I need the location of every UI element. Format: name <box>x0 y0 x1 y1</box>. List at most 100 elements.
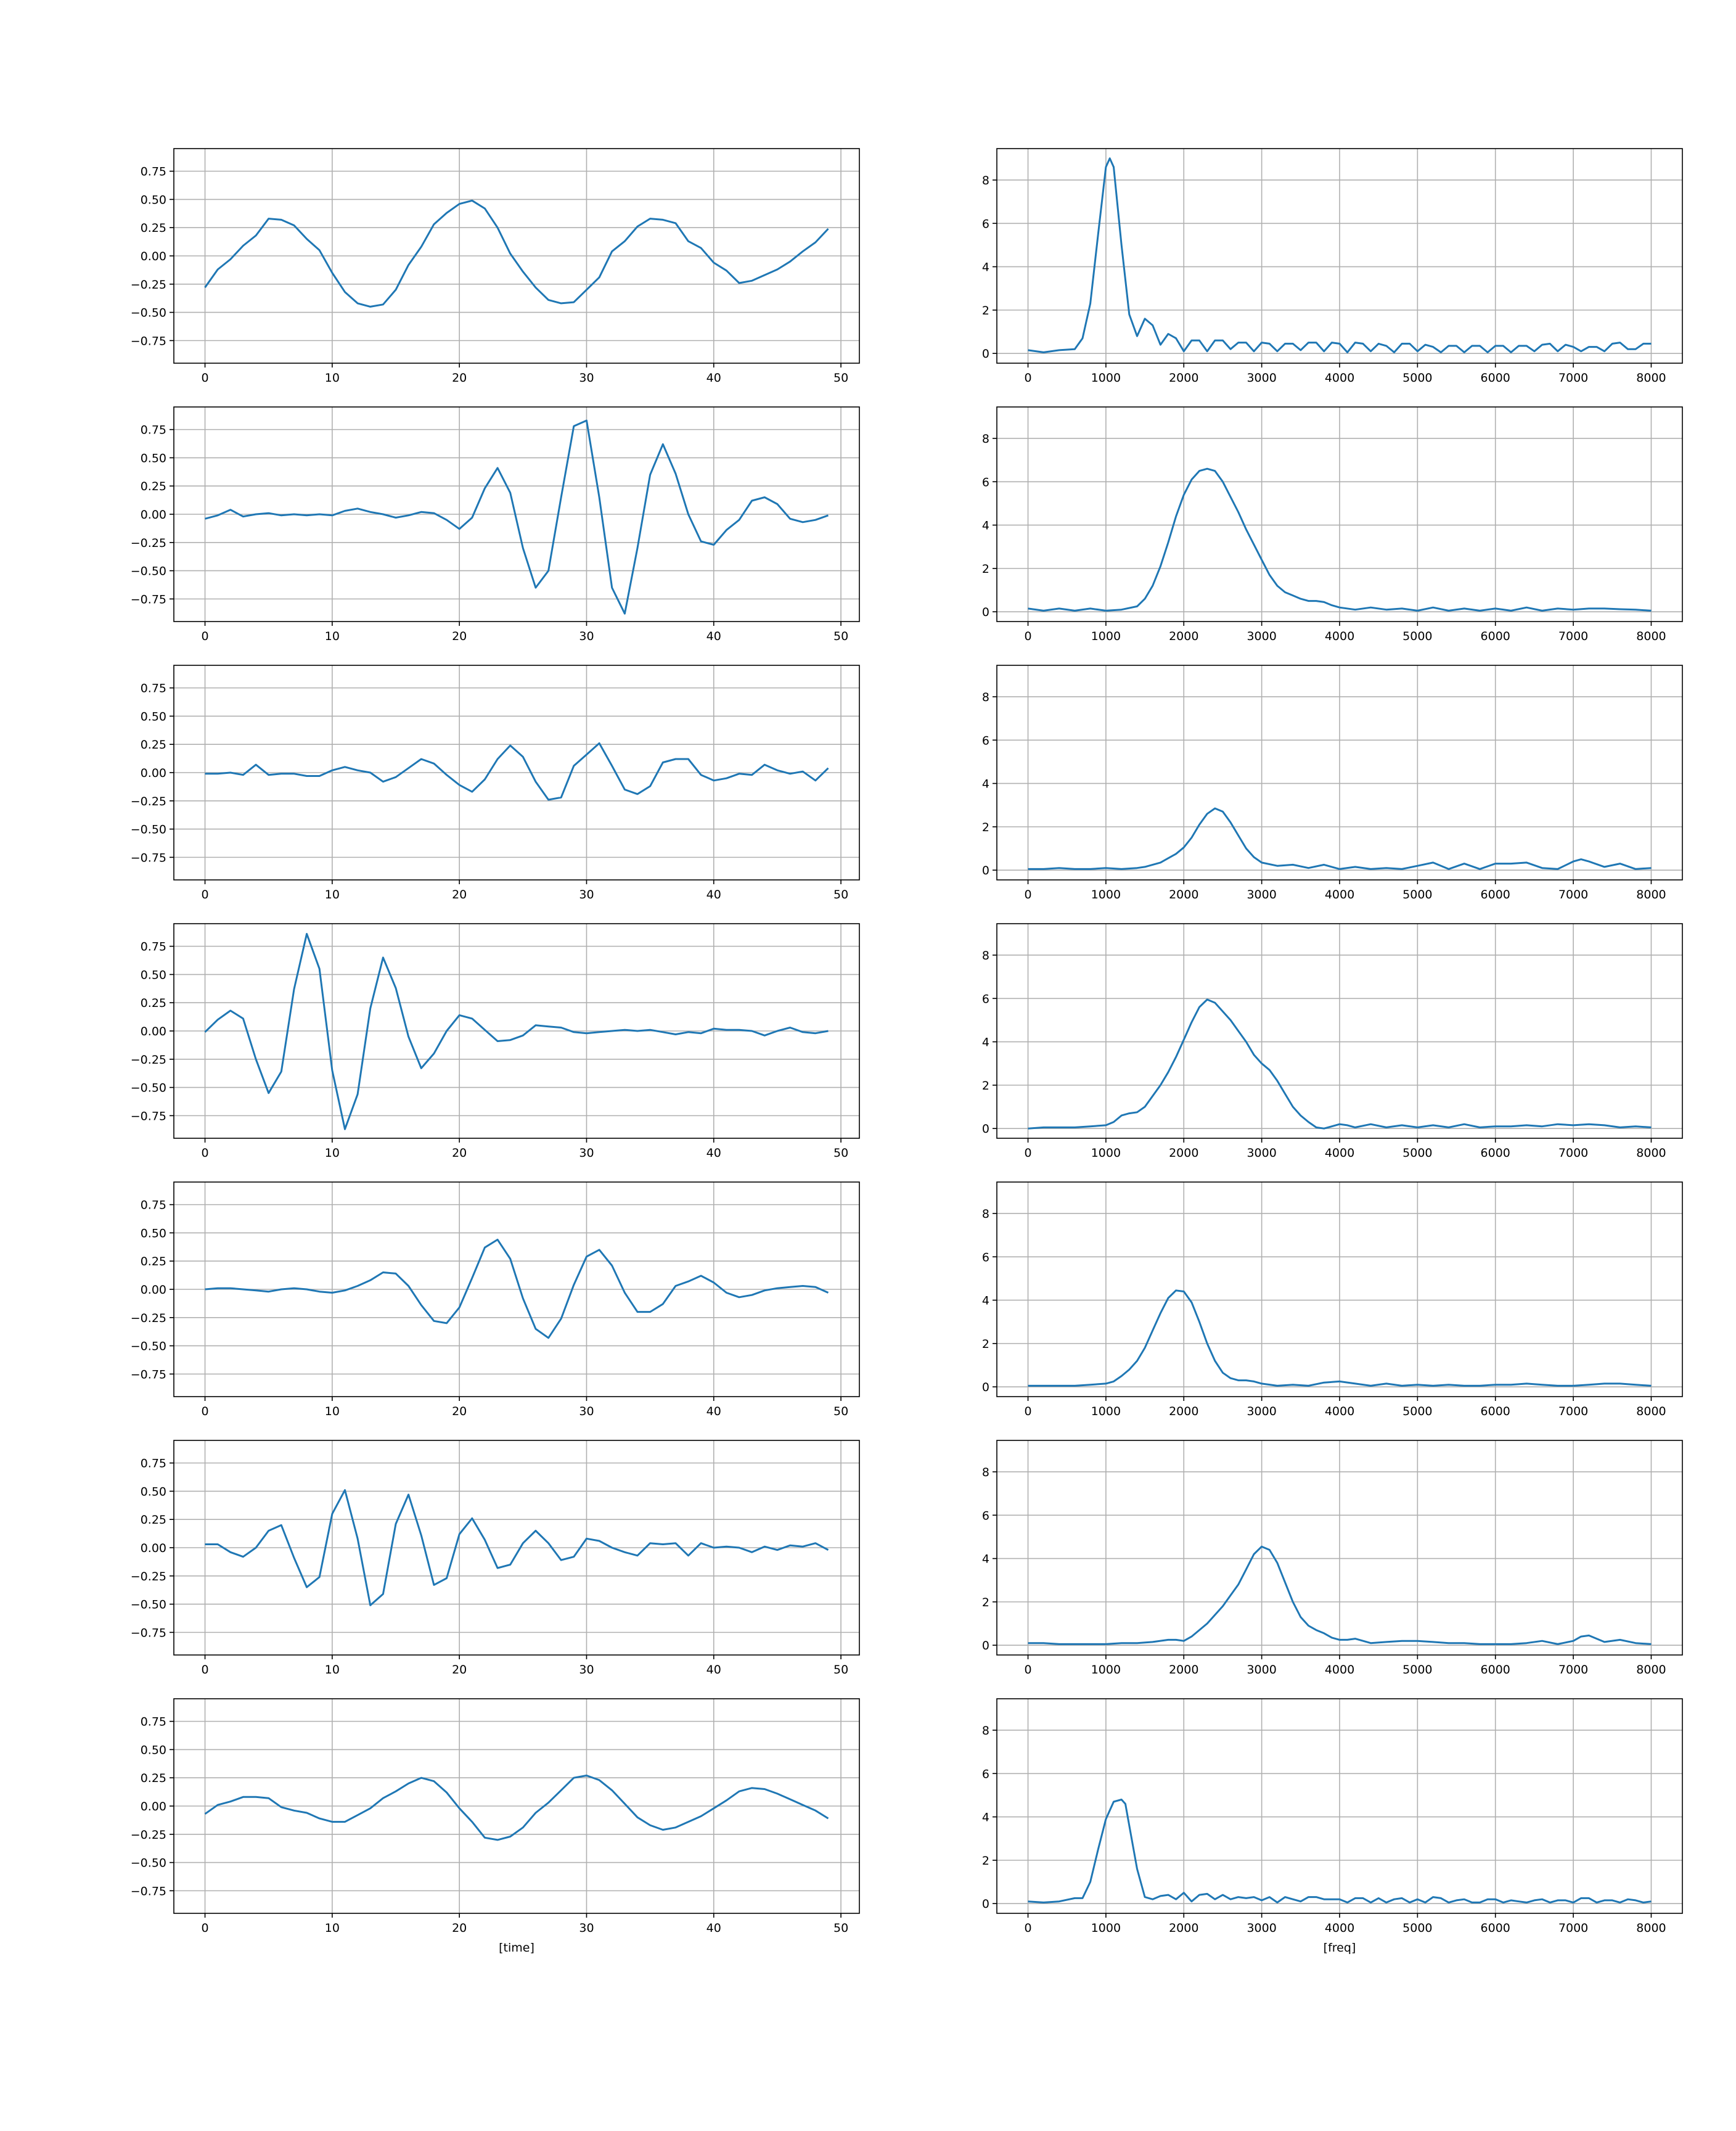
y-tick-label: −0.50 <box>131 1857 166 1870</box>
x-tick-label: 4000 <box>1325 371 1354 385</box>
x-tick-label: 8000 <box>1636 371 1666 385</box>
series-line <box>1028 1799 1652 1903</box>
y-tick-label: 0.50 <box>141 1743 166 1757</box>
x-tick-label: 20 <box>452 630 467 643</box>
x-tick-label: 10 <box>325 1146 340 1160</box>
x-tick-label: 8000 <box>1636 888 1666 901</box>
y-tick-label: 0.00 <box>141 1800 166 1813</box>
x-tick-label: 50 <box>833 1921 848 1935</box>
x-tick-label: 30 <box>579 1405 594 1418</box>
y-tick-label: 0.50 <box>141 193 166 207</box>
x-tick-label: 50 <box>833 1405 848 1418</box>
x-tick-label: 50 <box>833 371 848 385</box>
y-tick-label: 2 <box>982 821 989 834</box>
x-tick-label: 10 <box>325 371 340 385</box>
y-tick-label: 4 <box>982 1294 989 1308</box>
axes-frame <box>996 665 1683 881</box>
y-tick-label: 4 <box>982 1553 989 1566</box>
y-tick-label: 8 <box>982 1466 989 1479</box>
y-tick-label: 6 <box>982 992 989 1006</box>
series-line <box>1028 1289 1652 1387</box>
x-tick-label: 0 <box>201 1146 208 1160</box>
y-tick-label: 4 <box>982 1811 989 1825</box>
y-tick-label: 0.50 <box>141 710 166 723</box>
x-tick-label: 3000 <box>1247 1663 1276 1677</box>
x-tick-label: 30 <box>579 1663 594 1677</box>
x-tick-label: 3000 <box>1247 1921 1276 1935</box>
y-tick-label: 4 <box>982 261 989 274</box>
subplot-freq-7: 0 1000 2000 3000 4000 5000 6000 7000 8000 8 6 4 2 0 [f… <box>982 1698 1683 1955</box>
subplot-time-6: 0 10 20 30 40 50 0.75 0.50 0.25 0.00 −0.25 −0.50 −0.… <box>131 1440 860 1677</box>
series-line <box>1028 467 1652 612</box>
x-tick-label: 10 <box>325 1921 340 1935</box>
subplot-freq-2: 0 1000 2000 3000 4000 5000 6000 7000 8000 8 6 4 2 0 <box>982 406 1683 643</box>
y-tick-label: −0.75 <box>131 593 166 606</box>
x-tick-label: 4000 <box>1325 1663 1354 1677</box>
x-tick-label: 50 <box>833 1663 848 1677</box>
x-tick-label: 8000 <box>1636 1405 1666 1418</box>
x-tick-label: 5000 <box>1402 1663 1432 1677</box>
x-axis-label: [time] <box>499 1941 534 1955</box>
subplot-time-7: 0 10 20 30 40 50 0.75 0.50 0.25 0.00 −0.25 −0.50 −0.… <box>131 1698 860 1955</box>
axes-frame <box>996 1698 1683 1914</box>
x-tick-label: 1000 <box>1091 371 1121 385</box>
x-tick-label: 2000 <box>1169 1663 1198 1677</box>
y-tick-label: 6 <box>982 1250 989 1264</box>
y-tick-label: 0.50 <box>141 1226 166 1240</box>
x-tick-label: 40 <box>706 1146 721 1160</box>
x-tick-label: 8000 <box>1636 1146 1666 1160</box>
y-tick-label: 0.25 <box>141 221 166 235</box>
x-tick-label: 6000 <box>1481 1146 1510 1160</box>
x-tick-label: 1000 <box>1091 1146 1121 1160</box>
y-tick-label: −0.50 <box>131 1340 166 1353</box>
x-tick-label: 0 <box>1024 1405 1031 1418</box>
y-tick-label: 8 <box>982 174 989 187</box>
axes-frame <box>173 1440 860 1656</box>
subplot-time-2: 0 10 20 30 40 50 0.75 0.50 0.25 0.00 −0.25 −0.50 −0.… <box>131 406 860 643</box>
x-tick-label: 7000 <box>1558 1405 1588 1418</box>
subplot-freq-3: 0 1000 2000 3000 4000 5000 6000 7000 8000 8 6 4 2 0 <box>982 665 1683 901</box>
y-tick-label: −0.25 <box>131 1828 166 1842</box>
x-tick-label: 6000 <box>1481 888 1510 901</box>
y-tick-label: 0.25 <box>141 738 166 752</box>
y-tick-label: −0.25 <box>131 1312 166 1325</box>
x-tick-label: 0 <box>1024 371 1031 385</box>
series-line <box>1028 157 1652 353</box>
y-tick-label: 4 <box>982 519 989 533</box>
y-tick-label: 8 <box>982 949 989 963</box>
y-tick-label: 0.75 <box>141 1715 166 1729</box>
x-tick-label: 4000 <box>1325 1921 1354 1935</box>
x-tick-label: 50 <box>833 888 848 901</box>
x-tick-label: 6000 <box>1481 1405 1510 1418</box>
x-axis-label: [freq] <box>1324 1941 1356 1955</box>
x-tick-label: 8000 <box>1636 630 1666 643</box>
x-tick-label: 0 <box>1024 1663 1031 1677</box>
x-tick-label: 40 <box>706 1405 721 1418</box>
x-tick-label: 0 <box>201 1663 208 1677</box>
x-tick-label: 50 <box>833 630 848 643</box>
x-tick-label: 1000 <box>1091 1921 1121 1935</box>
x-tick-label: 20 <box>452 371 467 385</box>
y-tick-label: 6 <box>982 1767 989 1781</box>
x-tick-label: 0 <box>201 1405 208 1418</box>
series-line <box>205 1489 829 1606</box>
x-tick-label: 3000 <box>1247 630 1276 643</box>
axes-frame <box>996 923 1683 1139</box>
y-tick-label: −0.50 <box>131 823 166 837</box>
subplot-freq-1: 0 1000 2000 3000 4000 5000 6000 7000 8000 8 6 4 2 0 <box>982 148 1683 385</box>
y-tick-label: −0.25 <box>131 1053 166 1067</box>
y-tick-label: 2 <box>982 1337 989 1351</box>
x-tick-label: 7000 <box>1558 1663 1588 1677</box>
y-tick-label: 0.75 <box>141 424 166 437</box>
y-tick-label: 0.00 <box>141 1025 166 1038</box>
x-tick-label: 2000 <box>1169 1405 1198 1418</box>
y-tick-label: 0.00 <box>141 766 166 780</box>
y-tick-label: 0.25 <box>141 1513 166 1527</box>
y-tick-label: 0.50 <box>141 968 166 982</box>
subplot-time-4: 0 10 20 30 40 50 0.75 0.50 0.25 0.00 −0.25 −0.50 −0.… <box>131 923 860 1160</box>
y-tick-label: 0.25 <box>141 1255 166 1268</box>
axes-frame <box>173 1181 860 1397</box>
x-tick-label: 6000 <box>1481 630 1510 643</box>
x-tick-label: 5000 <box>1402 1405 1432 1418</box>
